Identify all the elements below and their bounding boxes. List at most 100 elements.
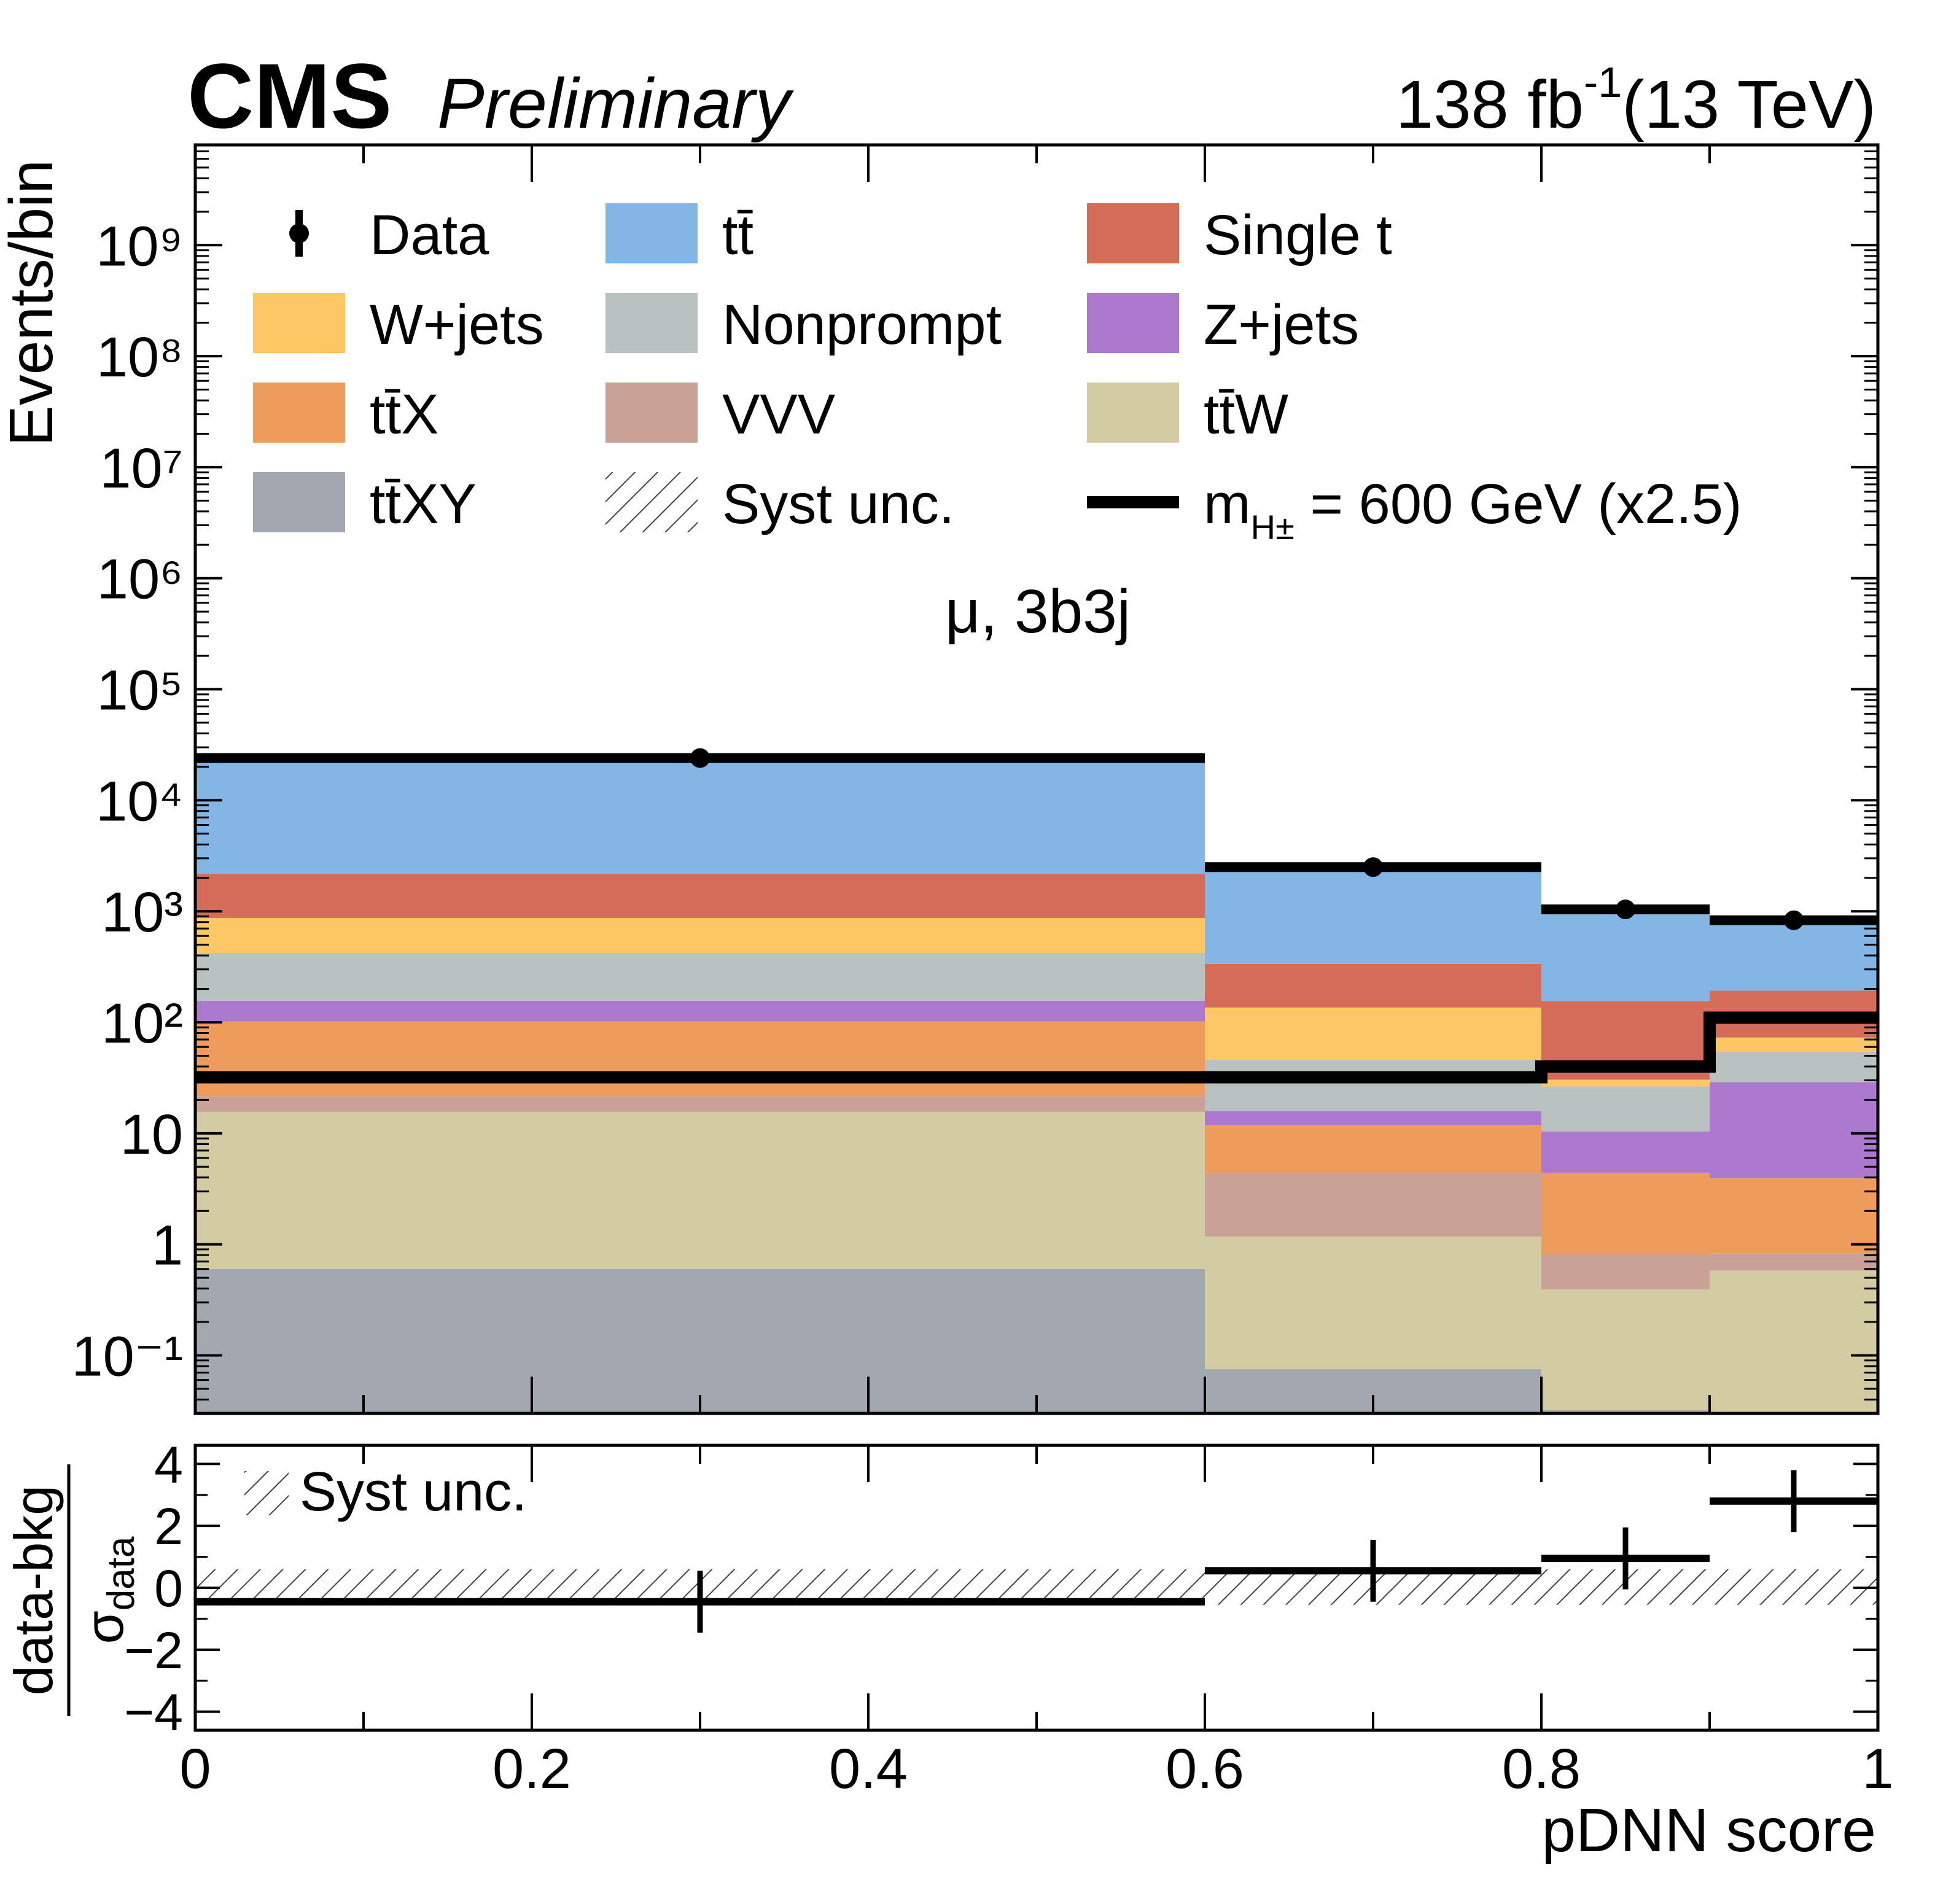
signal-layer (195, 1011, 1878, 1084)
bar-tt-w-bin-0 (195, 1111, 1205, 1269)
legend-entry: mH± = 600 GeV (x2.5) (1087, 473, 1742, 546)
legend-label: Data (370, 204, 489, 266)
x-tick-label: 0.6 (1166, 1738, 1244, 1800)
ratio-y-label-numerator: data-bkg (3, 1485, 64, 1695)
bar-tt-xy-bin-2 (1541, 1410, 1710, 1413)
legend-entry: Nonprompt (605, 293, 1002, 356)
ratio-syst-bin-3 (1710, 1569, 1878, 1605)
main-x-ticks (194, 145, 1879, 1413)
y-tick-label: 10 (120, 1103, 183, 1166)
bar-vvv-bin-1 (1205, 1173, 1541, 1237)
data-point-1 (1363, 857, 1383, 877)
legend-entry: Syst unc. (605, 472, 954, 535)
bar-single-t-bin-0 (195, 874, 1205, 918)
bar-vvv-bin-0 (195, 1096, 1205, 1112)
bar-tt-w-bin-3 (1710, 1270, 1878, 1413)
legend-label: tt̄ (722, 204, 753, 266)
bar-tt-x-bin-1 (1205, 1125, 1541, 1173)
y-tick-label: 10⁹ (96, 215, 183, 278)
data-point-3 (1784, 910, 1804, 930)
y-tick-label: 10⁻¹ (71, 1325, 183, 1388)
ratio-points (195, 1470, 1878, 1633)
legend-entry: Data (289, 204, 489, 266)
experiment-label: CMS (187, 44, 392, 147)
ratio-x-ticks: 0 0.2 0.4 0.6 0.8 1 (179, 1445, 1894, 1800)
data-point-2 (1616, 900, 1635, 920)
data-layer (195, 748, 1878, 930)
legend-entry: tt̄XY (253, 472, 477, 535)
legend-swatch (253, 472, 345, 532)
stack-layer (195, 758, 1878, 1413)
y-tick-label: 10⁸ (96, 326, 183, 389)
legend-label: tt̄X (370, 383, 438, 446)
x-tick-label: 0.2 (493, 1738, 571, 1800)
region-annotation: μ, 3b3j (945, 577, 1131, 646)
bar-tt-w-bin-1 (1205, 1236, 1541, 1370)
ratio-y-axis-label: data-bkg σdata (3, 1464, 142, 1716)
y-tick-label: 10² (101, 992, 183, 1055)
bar-tt-bin-0 (195, 758, 1205, 874)
legend-label: tt̄XY (370, 473, 477, 535)
legend-swatch (1087, 383, 1179, 443)
energy-label: (13 TeV) (1622, 67, 1876, 142)
legend-swatch (253, 383, 345, 443)
bar-vvv-bin-2 (1541, 1254, 1710, 1290)
data-point-0 (690, 748, 710, 768)
legend-label: W+jets (370, 293, 544, 356)
legend-swatch (1087, 293, 1179, 353)
bar-z-jets-bin-1 (1205, 1111, 1541, 1125)
legend-label: tt̄W (1204, 383, 1288, 446)
main-panel: 10⁻¹ 1 10 10² 10³ 10⁴ 10⁵ 10⁶ 10⁷ 10⁸ 10⁹ Events/b… (0, 143, 1880, 1415)
legend-label: Single t (1204, 204, 1392, 266)
bar-w-jets-bin-3 (1710, 1037, 1878, 1052)
legend-swatch (253, 293, 345, 353)
legend-swatch (605, 203, 698, 263)
x-tick-label: 0 (179, 1738, 211, 1800)
legend-entry: VVV (605, 383, 835, 446)
legend-entry: tt̄ (605, 203, 753, 266)
legend-label: Nonprompt (722, 293, 1002, 356)
status-label: Preliminary (437, 64, 795, 143)
bar-w-jets-bin-2 (1541, 1079, 1710, 1087)
y-tick-label: 10⁴ (96, 770, 183, 833)
x-tick-label: 0.8 (1502, 1738, 1581, 1800)
bar-nonprompt-bin-1 (1205, 1060, 1541, 1111)
bar-tt-bin-3 (1710, 918, 1878, 991)
bar-nonprompt-bin-3 (1710, 1052, 1878, 1082)
bar-nonprompt-bin-0 (195, 953, 1205, 1001)
bar-z-jets-bin-3 (1710, 1082, 1878, 1179)
legend-entry: Single t (1087, 203, 1392, 266)
bar-tt-w-bin-2 (1541, 1289, 1710, 1410)
x-axis-label: pDNN score (1541, 1796, 1876, 1865)
bar-nonprompt-bin-2 (1541, 1086, 1710, 1132)
ratio-y-tick-label: −4 (124, 1684, 183, 1741)
bar-tt-x-bin-3 (1710, 1178, 1878, 1254)
y-tick-label: 10⁷ (99, 437, 183, 500)
lumi-exponent: -1 (1584, 58, 1622, 106)
lumi-value: 138 fb (1396, 67, 1584, 142)
y-tick-label: 10³ (101, 881, 183, 944)
legend-swatch (605, 383, 698, 443)
legend-entry: tt̄W (1087, 383, 1288, 446)
bar-tt-xy-bin-0 (195, 1269, 1205, 1413)
legend-label: VVV (722, 383, 835, 446)
bar-tt-x-bin-0 (195, 1021, 1205, 1097)
legend-data-marker (289, 223, 309, 243)
bar-z-jets-bin-2 (1541, 1131, 1710, 1173)
ratio-y-tick-label: 2 (154, 1498, 183, 1555)
bar-single-t-bin-1 (1205, 963, 1541, 1008)
legend-entry: tt̄X (253, 383, 438, 446)
y-tick-label: 10⁵ (97, 659, 183, 722)
bar-tt-bin-2 (1541, 909, 1710, 1001)
x-tick-label: 1 (1862, 1738, 1893, 1800)
legend-syst-swatch (605, 472, 698, 532)
ratio-y-tick-label: −2 (124, 1622, 183, 1679)
signal-line (195, 1011, 1878, 1084)
bar-w-jets-bin-0 (195, 917, 1205, 954)
bar-vvv-bin-3 (1710, 1253, 1878, 1271)
legend-entry: Z+jets (1087, 293, 1359, 356)
lumi-label: 138 fb-1(13 TeV) (1396, 58, 1876, 142)
